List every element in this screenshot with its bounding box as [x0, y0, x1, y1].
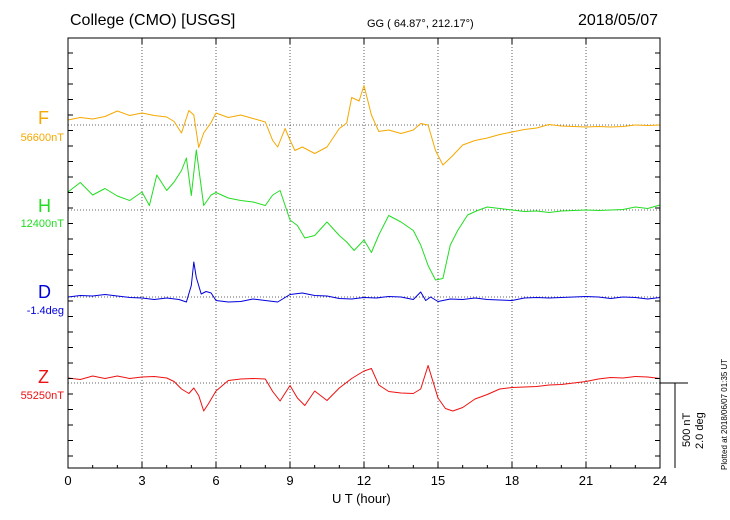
plot-series — [67, 85, 661, 412]
scale-label-deg: 2.0 deg — [694, 412, 706, 449]
plotted-timestamp: Plotted at 2018/06/07 01:35 UT — [720, 358, 729, 470]
x-tick-label: 15 — [431, 473, 445, 488]
series-line-h — [67, 149, 661, 281]
x-tick-label: 18 — [505, 473, 519, 488]
channel-name-h: H — [38, 196, 51, 216]
series-line-f — [67, 85, 661, 166]
x-tick-label: 3 — [138, 473, 145, 488]
channel-baseline-h: 12400nT — [20, 218, 64, 230]
geographic-coordinates: GG ( 64.87°, 212.17°) — [367, 18, 474, 30]
channel-name-d: D — [38, 282, 51, 302]
channel-name-f: F — [38, 108, 49, 128]
x-axis-ticks: 0 3 6 9 12 15 18 21 24 — [64, 38, 667, 488]
x-tick-label: 6 — [212, 473, 219, 488]
grid-lines — [68, 38, 660, 468]
x-tick-label: 24 — [653, 473, 667, 488]
channel-name-z: Z — [38, 367, 49, 387]
x-axis-label: U T (hour) — [332, 491, 391, 506]
x-tick-label: 9 — [286, 473, 293, 488]
channel-baseline-f: 56600nT — [20, 132, 64, 144]
x-tick-label: 12 — [357, 473, 371, 488]
x-tick-label: 21 — [579, 473, 593, 488]
series-line-z — [67, 365, 661, 412]
plot-date: 2018/05/07 — [578, 12, 659, 29]
channel-baseline-z: 55250nT — [20, 390, 64, 402]
scale-label-nt: 500 nT — [681, 412, 693, 447]
plot-frame — [67, 37, 688, 469]
series-line-d — [67, 261, 661, 303]
station-title: College (CMO) [USGS] — [70, 12, 236, 29]
x-tick-label: 0 — [64, 473, 71, 488]
channel-baseline-d: -1.4deg — [26, 305, 64, 317]
plot-border — [67, 37, 661, 469]
